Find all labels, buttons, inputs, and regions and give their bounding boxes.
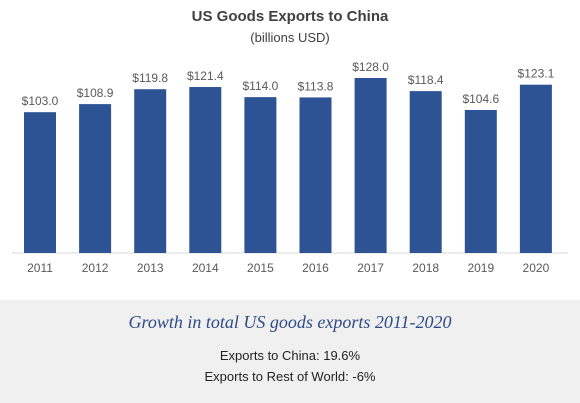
x-tick-label-2011: 2011: [27, 261, 53, 275]
x-tick-label-2018: 2018: [412, 261, 439, 275]
data-label-2020: $123.1: [518, 67, 555, 81]
data-label-2015: $114.0: [242, 79, 278, 93]
data-label-2011: $103.0: [22, 94, 59, 108]
x-tick-label-2015: 2015: [247, 261, 274, 275]
bar-2011: [24, 112, 56, 253]
bar-2017: [354, 78, 387, 253]
x-tick-label-2014: 2014: [192, 261, 219, 275]
x-tick-label-2013: 2013: [137, 261, 164, 275]
x-tick-label-2019: 2019: [467, 261, 494, 275]
data-label-2017: $128.0: [352, 60, 389, 74]
data-label-2019: $104.6: [462, 92, 499, 106]
chart-area: $103.0 2011 $108.9 2012 $119.8 2013 $121.4 2014…: [12, 8, 568, 275]
bar-2014: [189, 87, 222, 253]
x-tick-label-2020: 2020: [523, 261, 550, 275]
chart-subtitle: (billions USD): [250, 30, 330, 45]
x-tick-label-2012: 2012: [82, 261, 109, 275]
growth-summary-panel: Growth in total US goods exports 2011-20…: [0, 300, 580, 403]
data-label-2014: $121.4: [187, 69, 224, 83]
bar-2012: [79, 104, 112, 253]
growth-title: Growth in total US goods exports 2011-20…: [128, 312, 452, 332]
data-label-2013: $119.8: [132, 71, 168, 85]
bar-2018: [409, 91, 442, 253]
bar-2020: [519, 84, 552, 253]
data-label-2012: $108.9: [77, 86, 114, 100]
bar-2019: [464, 109, 497, 253]
data-label-2016: $113.8: [298, 79, 334, 93]
data-label-2018: $118.4: [408, 73, 444, 87]
bar-2015: [244, 97, 277, 253]
x-tick-label-2017: 2017: [357, 261, 384, 275]
bar-2013: [134, 89, 167, 253]
bar-chart: $103.0 2011 $108.9 2012 $119.8 2013 $121.4 2014…: [12, 60, 568, 275]
chart-title: US Goods Exports to China: [191, 8, 389, 25]
x-tick-label-2016: 2016: [302, 261, 329, 275]
stat-exports-china: Exports to China: 19.6%: [219, 348, 361, 363]
bar-2016: [299, 97, 332, 253]
stat-exports-rest-of-world: Exports to Rest of World: -6%: [204, 369, 376, 384]
